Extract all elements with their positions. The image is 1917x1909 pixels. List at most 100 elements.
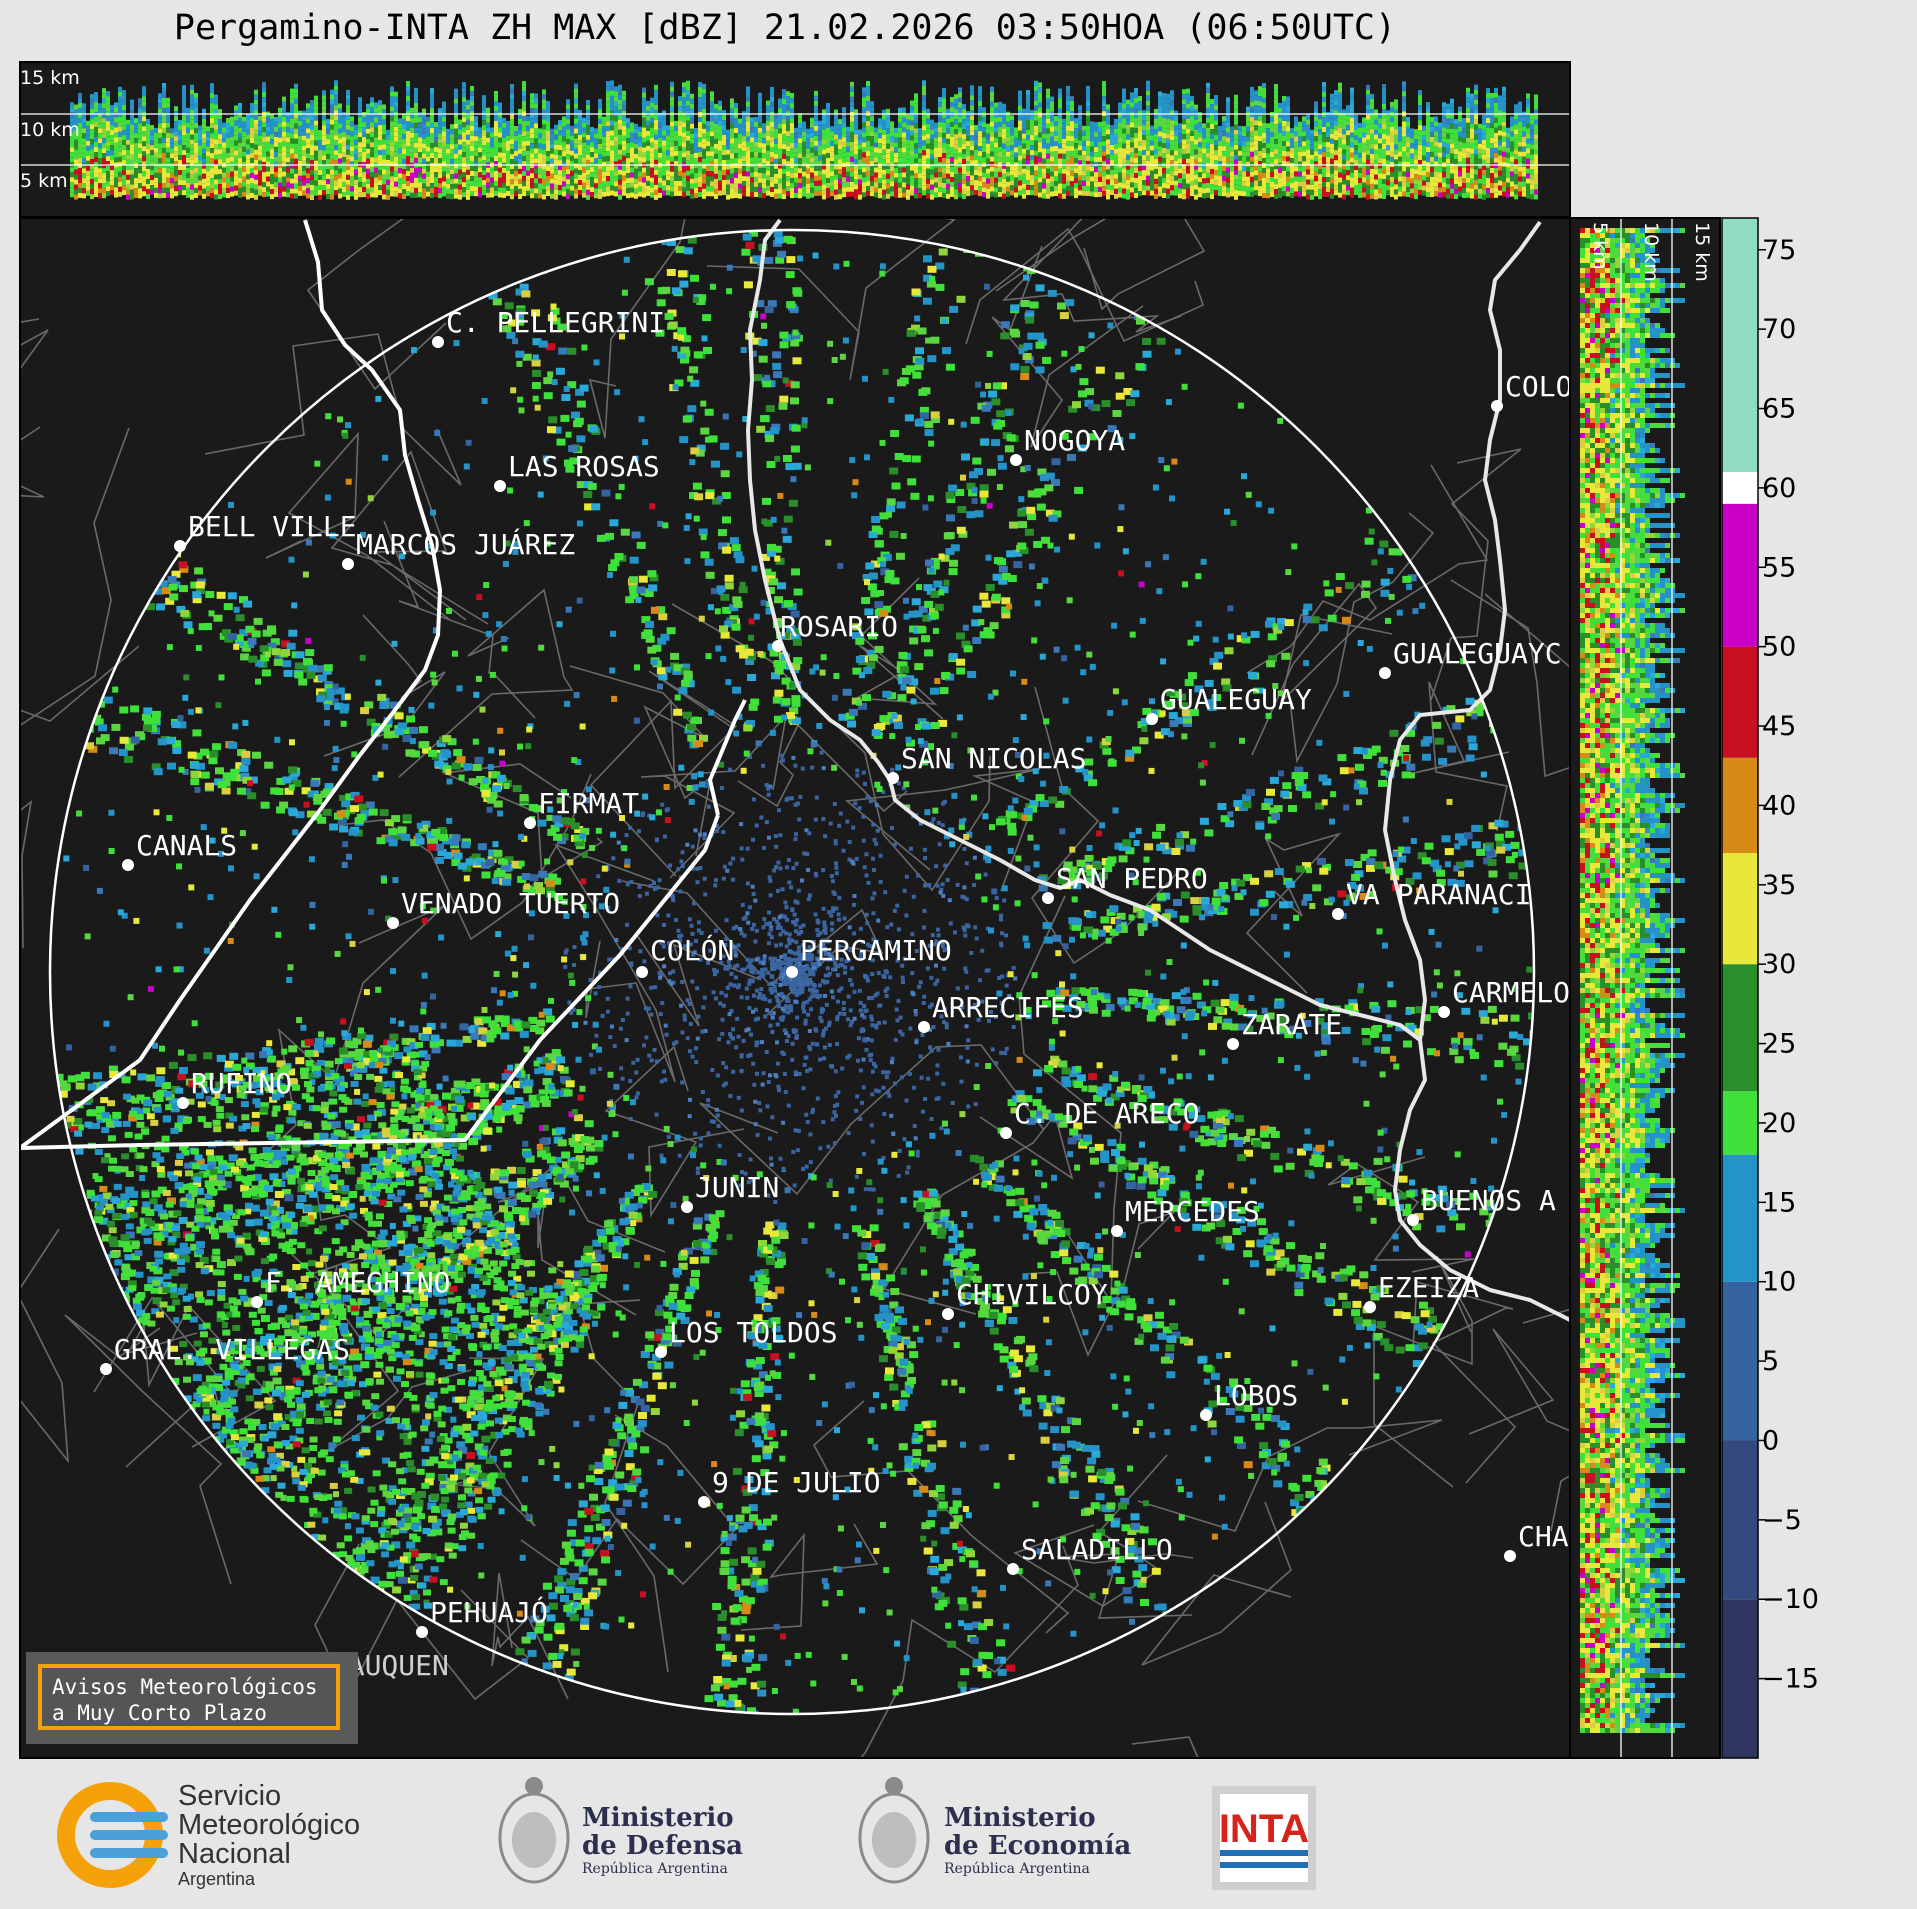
city-saladillo: SALADILLO <box>1007 1533 1173 1575</box>
city-san-nicolas: SAN NICOLAS <box>887 742 1086 784</box>
city-marcos-juárez: MARCOS JUÁREZ <box>342 527 575 570</box>
city-zarate: ZARATE <box>1227 1008 1342 1050</box>
defensa-logo-text: Ministerio de Defensa República Argentin… <box>582 1804 743 1878</box>
city-dot <box>1364 1301 1376 1313</box>
city-chivilcoy: CHIVILCOY <box>942 1278 1108 1320</box>
top-label-10km: 10 km <box>20 119 80 141</box>
smn-logo-text: Servicio Meteorológico Nacional Argentin… <box>178 1782 360 1890</box>
colorbar-band <box>1722 472 1758 504</box>
city-markers: PERGAMINO C. PELLEGRINI LAS ROSAS NOGOYA BEL… <box>100 306 1570 1682</box>
city-label: PEHUAJÓ <box>430 1595 548 1629</box>
side-label-10km: 10 km <box>1640 222 1662 282</box>
city-label: C. DE ARECO <box>1014 1097 1199 1130</box>
city-dot <box>1146 713 1158 725</box>
city-colón: COLÓN <box>636 933 734 978</box>
city-label: EZEIZA <box>1378 1271 1479 1304</box>
city-dot <box>174 540 186 552</box>
city-label: GRAL. VILLEGAS <box>114 1333 350 1366</box>
city-dot <box>251 1296 263 1308</box>
city-f-ameghino: F. AMEGHINO <box>251 1266 450 1308</box>
city-ezeiza: EZEIZA <box>1364 1271 1479 1313</box>
inta-logo: INTA <box>1212 1786 1316 1890</box>
colorbar-tick-label: −5 <box>1762 1505 1802 1536</box>
city-c-pellegrini: C. PELLEGRINI <box>432 306 665 348</box>
map-panel: PERGAMINO C. PELLEGRINI LAS ROSAS NOGOYA BEL… <box>19 217 1571 1759</box>
colorbar-band <box>1722 218 1758 473</box>
city-label: SAN NICOLAS <box>901 742 1086 775</box>
city-9-de-julio: 9 DE JULIO <box>698 1466 881 1508</box>
city-gral-villegas: GRAL. VILLEGAS <box>100 1333 350 1375</box>
city-label: GUALEGUAYC <box>1393 637 1562 670</box>
economia-logo-text: Ministerio de Economía República Argenti… <box>944 1804 1131 1878</box>
colorbar-tick-label: 75 <box>1762 235 1796 266</box>
city-dot <box>1042 892 1054 904</box>
smn-line4: Argentina <box>178 1869 360 1889</box>
city-dot <box>786 966 798 978</box>
city-mercedes: MERCEDES <box>1111 1195 1260 1237</box>
city-label: ARRECIFES <box>932 991 1084 1024</box>
colorbar-band <box>1722 853 1758 965</box>
smn-line3: Nacional <box>178 1840 360 1869</box>
city-dot <box>1491 400 1503 412</box>
city-los-toldos: LOS TOLDOS <box>655 1316 838 1358</box>
city-dot <box>636 966 648 978</box>
city-san-pedro: SAN PEDRO <box>1042 862 1208 904</box>
defensa-line3: República Argentina <box>582 1860 743 1878</box>
colorbar-band <box>1722 757 1758 854</box>
city-chascomús: CHA <box>1504 1520 1569 1562</box>
city-dot <box>387 917 399 929</box>
colorbar-band <box>1722 1440 1758 1600</box>
city-nogoya: NOGOYA <box>1010 424 1125 466</box>
city-label: SAN PEDRO <box>1056 862 1208 895</box>
city-label: GUALEGUAY <box>1160 683 1312 716</box>
smn-logo <box>57 1782 168 1888</box>
colorbar-tick-label: 40 <box>1762 790 1796 821</box>
colorbar-tick-label: 5 <box>1762 1346 1779 1377</box>
city-dot <box>1200 1409 1212 1421</box>
radar-range-ring <box>48 228 1536 1716</box>
economia-line1: Ministerio <box>944 1804 1131 1832</box>
chart-title: Pergamino-INTA ZH MAX [dBZ] 21.02.2026 0… <box>0 8 1570 48</box>
city-label: LAS ROSAS <box>508 450 660 483</box>
city-label: NOGOYA <box>1024 424 1125 457</box>
city-label: FIRMAT <box>538 787 639 820</box>
city-label: ROSARIO <box>780 610 898 643</box>
city-junin: JUNIN <box>681 1171 779 1213</box>
city-dot <box>1379 667 1391 679</box>
side-label-5km: 5 km <box>1589 222 1611 270</box>
city-gualeguaychú: GUALEGUAYC <box>1379 637 1562 679</box>
city-dot <box>655 1346 667 1358</box>
city-dot <box>942 1308 954 1320</box>
defensa-emblem-icon <box>498 1777 570 1884</box>
colorbar-band <box>1722 1599 1758 1758</box>
smn-line2: Meteorológico <box>178 1811 360 1840</box>
district-boundaries <box>20 218 1570 1758</box>
colorbar-tick-label: 35 <box>1762 870 1796 901</box>
city-label: ZARATE <box>1241 1008 1342 1041</box>
city-dot <box>524 817 536 829</box>
top-height-panel: 15 km 10 km 5 km <box>19 61 1571 218</box>
top-reflectivity-profile <box>70 80 1538 200</box>
side-height-panel: 5 km 10 km 15 km <box>1569 217 1721 1759</box>
rivers <box>746 218 1570 1322</box>
city-dot <box>918 1021 930 1033</box>
city-dot <box>772 640 784 652</box>
city-pergamino: PERGAMINO <box>786 934 952 978</box>
city-dot <box>1332 908 1344 920</box>
city-rufino: RUFINO <box>177 1067 292 1109</box>
city-dot <box>1000 1127 1012 1139</box>
colorbar-band <box>1722 646 1758 758</box>
city-gualeguay: GUALEGUAY <box>1146 683 1312 725</box>
city-dot <box>416 1626 428 1638</box>
colorbar-tick-label: 55 <box>1762 552 1796 583</box>
city-dot <box>1438 1006 1450 1018</box>
city-label: PERGAMINO <box>800 934 952 967</box>
aviso-box[interactable]: Avisos Meteorológicos a Muy Corto Plazo <box>38 1664 340 1730</box>
colorbar-tick-label: 25 <box>1762 1029 1796 1060</box>
city-lobos: LOBOS <box>1200 1379 1298 1421</box>
colorbar-tick-label: 70 <box>1762 314 1796 345</box>
city-label: BELL VILLE <box>188 510 357 543</box>
city-buenos-aires: BUENOS A <box>1407 1184 1556 1226</box>
